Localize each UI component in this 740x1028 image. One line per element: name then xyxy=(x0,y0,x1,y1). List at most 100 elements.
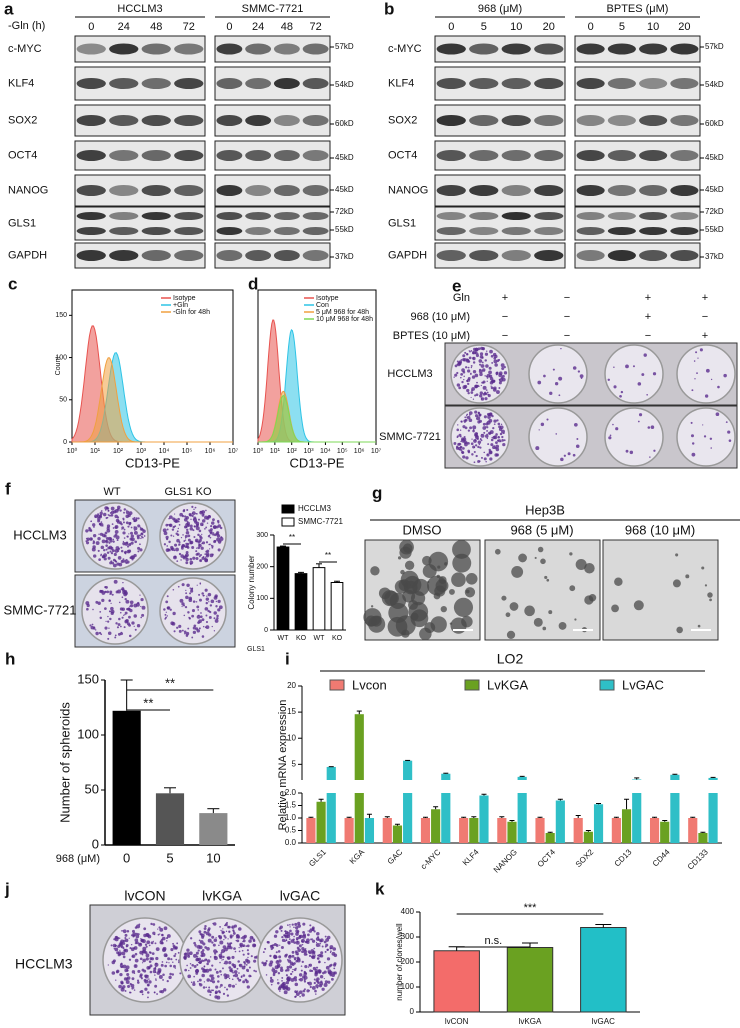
colony xyxy=(107,631,112,636)
colony xyxy=(137,546,141,550)
colony xyxy=(189,562,192,565)
colony xyxy=(538,429,540,431)
colony xyxy=(270,983,273,986)
lane-label: 20 xyxy=(678,21,690,33)
colony xyxy=(140,616,142,619)
colony xyxy=(131,621,135,625)
colony xyxy=(315,984,319,988)
colony xyxy=(208,968,212,972)
colony xyxy=(187,538,191,542)
colony xyxy=(104,626,108,630)
colony xyxy=(209,956,212,958)
x-tick-label: 10¹ xyxy=(270,448,281,455)
colony xyxy=(226,921,228,924)
colony xyxy=(479,394,483,398)
x-tick-label: 10⁶ xyxy=(354,448,365,455)
colony xyxy=(480,439,483,442)
colony xyxy=(309,985,312,989)
spheroid xyxy=(448,588,455,595)
colony xyxy=(463,435,466,439)
colony xyxy=(222,928,224,930)
colony xyxy=(107,964,109,966)
colony xyxy=(224,960,229,965)
colony xyxy=(110,944,113,947)
colony xyxy=(462,358,466,362)
colony xyxy=(149,970,153,974)
colony xyxy=(481,433,483,436)
colony xyxy=(144,943,148,946)
colony xyxy=(139,594,141,596)
colony xyxy=(472,445,476,449)
colony xyxy=(131,954,136,959)
spheroid xyxy=(450,617,467,634)
colony xyxy=(199,983,203,987)
spheroid xyxy=(437,565,441,569)
cell-line-label: HCCLM3 xyxy=(387,368,432,380)
blot-band xyxy=(109,212,139,220)
colony xyxy=(186,508,189,512)
colony xyxy=(130,541,134,545)
colony xyxy=(155,947,160,952)
colony xyxy=(482,422,486,426)
colony xyxy=(191,636,194,639)
colony xyxy=(487,443,490,446)
colony xyxy=(92,523,96,527)
colony xyxy=(186,964,188,967)
colony xyxy=(213,617,216,620)
blot-band xyxy=(576,212,605,220)
colony xyxy=(186,528,189,532)
micrograph xyxy=(602,539,719,641)
condition-label: -Gln (h) xyxy=(8,20,45,32)
colony xyxy=(212,533,215,536)
colony xyxy=(248,974,252,978)
colony xyxy=(106,590,110,594)
colony xyxy=(121,560,124,562)
colony xyxy=(200,612,202,614)
legend-label: Con xyxy=(316,302,329,309)
y-tick-label: 10 xyxy=(287,733,296,742)
colony xyxy=(127,984,131,988)
spheroid xyxy=(569,552,573,556)
colony xyxy=(647,426,651,429)
colony xyxy=(136,624,141,628)
condition-label: 968 (5 μM) xyxy=(510,522,573,537)
colony xyxy=(313,953,316,955)
colony xyxy=(86,537,90,541)
spheroid xyxy=(408,599,419,610)
colony xyxy=(195,513,197,515)
colony xyxy=(92,608,94,611)
colony xyxy=(471,453,474,456)
marker-label: 57kD xyxy=(705,42,724,51)
protein-label: OCT4 xyxy=(8,149,37,161)
colony xyxy=(248,966,251,969)
colony xyxy=(323,940,327,944)
colony xyxy=(197,533,200,537)
colony xyxy=(104,531,108,535)
legend-swatch xyxy=(599,679,615,691)
colony xyxy=(214,968,217,971)
colony xyxy=(198,555,201,558)
colony xyxy=(115,970,119,974)
x-tick-label: c-MYC xyxy=(419,847,443,871)
colony xyxy=(199,559,201,562)
colony xyxy=(461,380,464,384)
blot-band xyxy=(109,115,139,126)
colony xyxy=(299,995,301,998)
x-tick-label: 10⁷ xyxy=(371,448,382,455)
colony xyxy=(725,421,728,423)
colony xyxy=(141,605,146,610)
colony xyxy=(195,553,199,556)
colony xyxy=(185,589,187,592)
colony xyxy=(723,373,727,378)
protein-label: KLF4 xyxy=(8,77,34,89)
colony xyxy=(152,940,154,943)
x-tick-label: CD133 xyxy=(686,847,710,871)
blot-band xyxy=(216,250,243,261)
colony xyxy=(488,412,493,417)
legend-swatch xyxy=(281,517,295,527)
colony xyxy=(232,931,236,935)
blot-band xyxy=(436,212,466,220)
blot-band xyxy=(273,115,300,126)
x-tick-label: CD44 xyxy=(651,847,672,868)
colony xyxy=(163,926,168,931)
